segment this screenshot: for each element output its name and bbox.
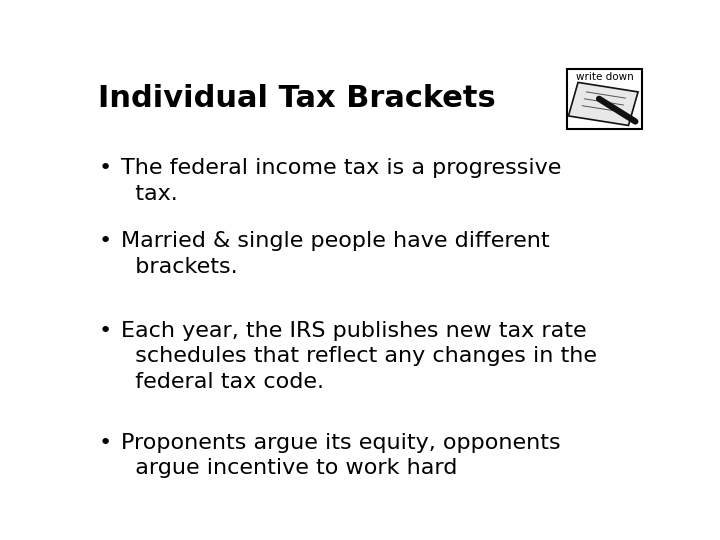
Text: Individual Tax Brackets: Individual Tax Brackets xyxy=(99,84,496,112)
Text: Married & single people have different
  brackets.: Married & single people have different b… xyxy=(121,231,549,276)
Text: Each year, the IRS publishes new tax rate
  schedules that reflect any changes i: Each year, the IRS publishes new tax rat… xyxy=(121,321,597,392)
Text: write down: write down xyxy=(576,72,634,82)
Text: •: • xyxy=(99,433,112,453)
Text: •: • xyxy=(99,321,112,341)
Text: •: • xyxy=(99,231,112,251)
Text: •: • xyxy=(99,158,112,178)
Text: The federal income tax is a progressive
  tax.: The federal income tax is a progressive … xyxy=(121,158,561,204)
Polygon shape xyxy=(569,83,638,125)
Text: Proponents argue its equity, opponents
  argue incentive to work hard: Proponents argue its equity, opponents a… xyxy=(121,433,560,478)
FancyBboxPatch shape xyxy=(567,69,642,129)
